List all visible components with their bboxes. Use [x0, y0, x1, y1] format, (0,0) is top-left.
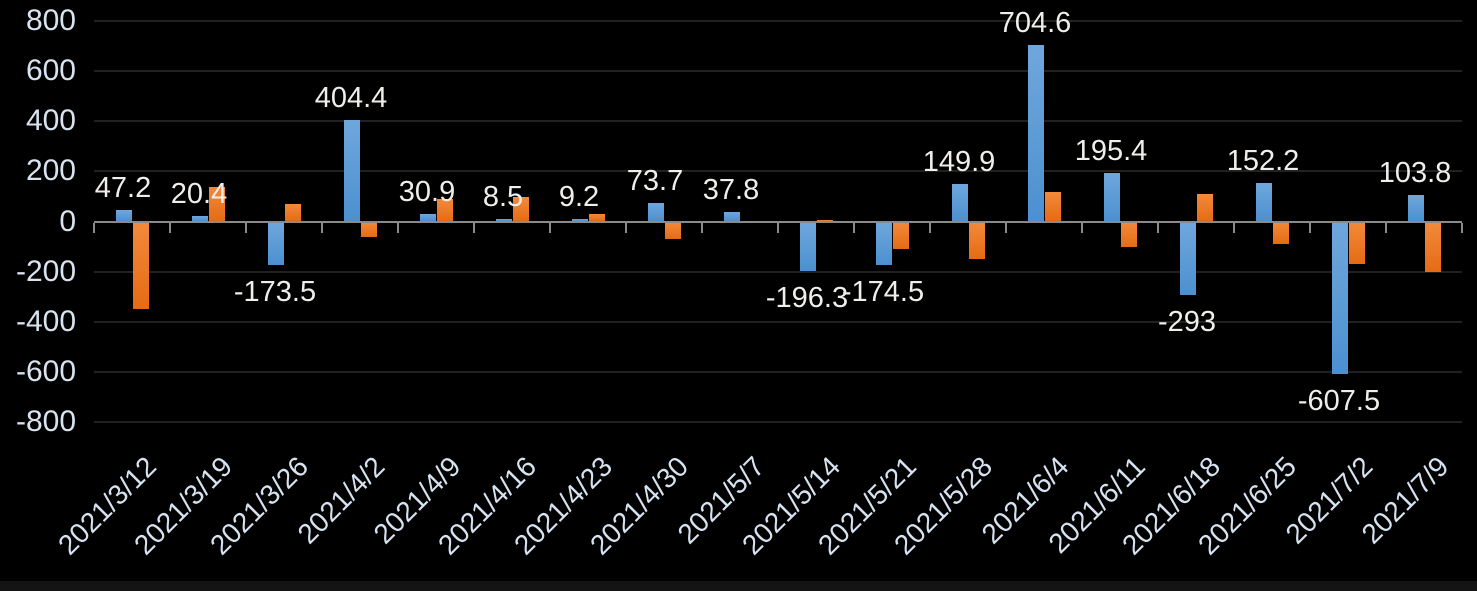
- data-label: 404.4: [314, 82, 388, 115]
- data-label: 704.6: [998, 6, 1072, 39]
- x-axis-tick: [549, 222, 551, 233]
- bar-orange: [209, 186, 225, 222]
- bar-blue: [1028, 44, 1044, 222]
- data-label: 103.8: [1378, 157, 1452, 190]
- data-label: -293: [1157, 305, 1217, 338]
- gridline: [94, 120, 1462, 123]
- x-axis-tick: [245, 222, 247, 233]
- bar-orange: [589, 213, 605, 222]
- bar-blue: [876, 221, 892, 266]
- y-tick-label: 800: [25, 4, 76, 37]
- y-tick-label: -600: [15, 354, 76, 388]
- bar-blue: [1180, 221, 1196, 295]
- x-axis-tick: [93, 222, 95, 233]
- gridline: [94, 320, 1462, 323]
- x-axis-tick: [701, 222, 703, 233]
- bar-blue: [648, 203, 664, 222]
- x-axis-tick: [1005, 222, 1007, 233]
- x-axis-tick: [1233, 222, 1235, 233]
- bar-blue: [1332, 221, 1348, 374]
- x-axis-tick: [625, 222, 627, 233]
- y-tick-label: -200: [15, 254, 76, 288]
- x-axis-tick: [397, 222, 399, 233]
- bar-orange: [285, 203, 301, 222]
- bar-blue: [572, 219, 588, 222]
- data-label: -196.3: [765, 281, 849, 314]
- bar-orange: [1197, 194, 1213, 222]
- bar-blue: [420, 213, 436, 222]
- x-axis-tick: [321, 222, 323, 233]
- data-label: 47.2: [94, 171, 152, 204]
- gridline: [94, 421, 1462, 423]
- bar-blue: [1104, 172, 1120, 222]
- bar-orange: [437, 198, 453, 222]
- bar-orange: [665, 221, 681, 240]
- x-axis-tick: [853, 222, 855, 233]
- gridline: [94, 70, 1462, 73]
- y-tick-label: -400: [15, 304, 76, 338]
- x-axis-tick: [929, 222, 931, 233]
- x-axis-tick: [1461, 222, 1463, 233]
- bar-blue: [116, 209, 132, 222]
- data-label: 149.9: [922, 145, 996, 178]
- bar-orange: [1045, 192, 1061, 222]
- data-label: 73.7: [626, 165, 684, 198]
- gridline: [94, 370, 1462, 373]
- bar-blue: [1256, 183, 1272, 222]
- x-axis-tick: [1157, 222, 1159, 233]
- bar-orange: [893, 221, 909, 250]
- data-label: 195.4: [1074, 134, 1148, 167]
- data-label: 152.2: [1226, 145, 1300, 178]
- y-tick-label: 200: [25, 154, 76, 188]
- x-axis-tick: [1309, 222, 1311, 233]
- x-axis-tick: [169, 222, 171, 233]
- bar-orange: [1425, 221, 1441, 272]
- gridline: [94, 170, 1462, 173]
- bar-orange: [513, 196, 529, 222]
- data-label: 20.4: [170, 178, 228, 211]
- data-label: -607.5: [1297, 384, 1381, 417]
- data-label: 8.5: [482, 181, 524, 214]
- bar-blue: [496, 219, 512, 222]
- gridline: [94, 270, 1462, 273]
- bar-blue: [952, 183, 968, 222]
- bar-orange: [361, 221, 377, 237]
- bar-blue: [344, 120, 360, 222]
- data-label: -174.5: [841, 276, 925, 309]
- bar-orange: [1121, 221, 1137, 247]
- x-axis-tick: [473, 222, 475, 233]
- y-tick-label: 0: [59, 204, 76, 238]
- data-label: 37.8: [702, 174, 760, 207]
- bar-orange: [1273, 221, 1289, 245]
- x-axis-line: [94, 220, 1462, 223]
- bar-blue: [1408, 195, 1424, 222]
- y-tick-label: -800: [15, 405, 76, 438]
- x-axis-tick: [1081, 222, 1083, 233]
- bar-blue: [800, 221, 816, 271]
- bar-orange: [969, 221, 985, 260]
- bar-orange: [133, 221, 149, 310]
- data-label: 9.2: [558, 181, 600, 214]
- y-tick-label: 600: [25, 54, 76, 88]
- x-axis-tick: [777, 222, 779, 233]
- bar-orange: [1349, 221, 1365, 265]
- bottom-edge-strip: [0, 581, 1477, 591]
- bar-blue: [268, 221, 284, 265]
- bar-blue: [724, 212, 740, 222]
- gridline: [94, 20, 1462, 22]
- y-tick-label: 400: [25, 104, 76, 138]
- x-axis-tick: [1385, 222, 1387, 233]
- bar-blue: [192, 216, 208, 222]
- data-label: 30.9: [398, 175, 456, 208]
- data-label: -173.5: [233, 275, 317, 308]
